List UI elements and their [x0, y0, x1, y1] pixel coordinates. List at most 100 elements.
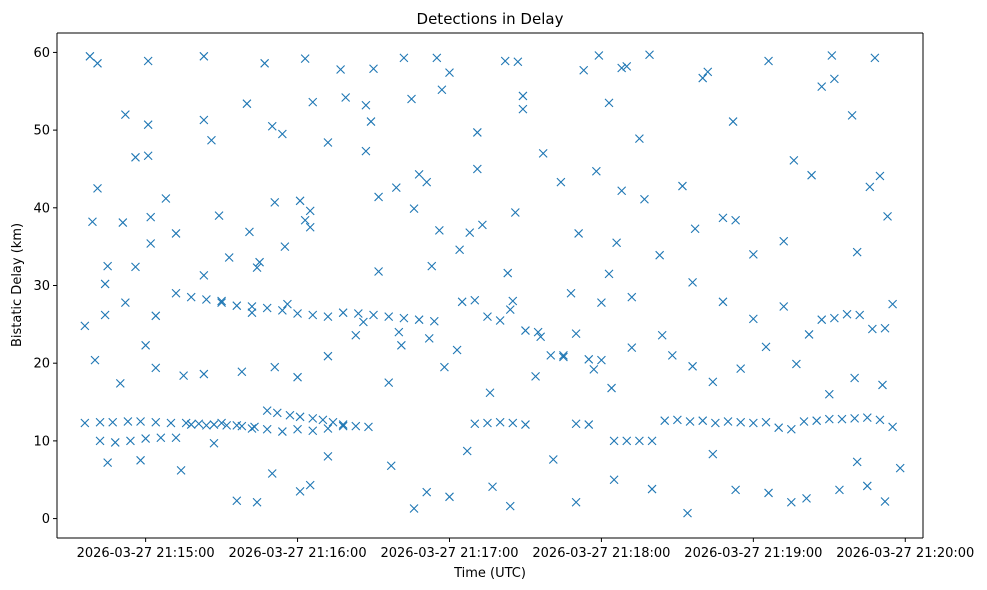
data-point	[688, 361, 697, 371]
data-point	[359, 317, 368, 327]
data-point	[612, 238, 621, 248]
data-point	[341, 93, 351, 102]
data-point	[202, 420, 211, 430]
data-point	[151, 311, 161, 321]
data-point	[779, 302, 789, 311]
data-point	[672, 415, 682, 425]
data-point	[842, 309, 852, 319]
data-point	[131, 262, 140, 272]
data-point	[748, 314, 758, 324]
data-point	[556, 177, 566, 187]
data-point	[505, 501, 515, 511]
data-point	[353, 309, 363, 318]
data-point	[394, 327, 404, 337]
data-point	[518, 104, 528, 114]
data-point	[143, 120, 153, 130]
data-point	[126, 436, 135, 446]
data-point	[260, 58, 270, 68]
data-point	[862, 413, 872, 422]
data-point	[146, 212, 156, 222]
data-point	[566, 288, 576, 298]
scatter-series	[80, 50, 905, 518]
data-point	[761, 342, 771, 352]
data-point	[829, 313, 839, 323]
data-point	[141, 434, 151, 443]
data-point	[384, 312, 394, 321]
data-point	[880, 497, 890, 506]
data-point	[483, 418, 492, 428]
data-point	[531, 372, 540, 381]
data-point	[93, 58, 102, 68]
data-point	[647, 436, 657, 446]
data-point	[422, 177, 432, 187]
data-point	[434, 225, 444, 235]
data-point	[209, 438, 219, 448]
data-point	[521, 420, 530, 429]
data-point	[645, 50, 654, 60]
data-point	[824, 414, 834, 424]
data-point	[422, 487, 432, 497]
data-point	[336, 65, 345, 74]
data-point	[120, 298, 130, 307]
data-point	[508, 418, 518, 428]
data-point	[495, 417, 505, 427]
data-point	[855, 310, 865, 320]
data-point	[478, 220, 487, 230]
data-point	[361, 100, 371, 110]
data-point	[698, 73, 708, 83]
y-tick-label: 60	[33, 46, 50, 61]
data-point	[824, 389, 834, 399]
data-point	[878, 380, 887, 390]
data-point	[272, 408, 282, 418]
data-point	[95, 417, 105, 427]
data-point	[518, 91, 528, 101]
data-point	[323, 312, 333, 321]
data-point	[510, 208, 520, 217]
data-point	[548, 455, 558, 464]
data-point	[865, 182, 875, 192]
data-point	[883, 211, 892, 221]
data-point	[667, 351, 677, 360]
data-point	[295, 412, 305, 422]
data-point	[647, 484, 657, 494]
data-point	[171, 229, 181, 238]
data-point	[308, 97, 318, 107]
data-point	[237, 367, 247, 377]
data-point	[607, 383, 616, 393]
data-point	[252, 497, 262, 507]
data-point	[396, 340, 406, 350]
data-point	[440, 362, 449, 372]
data-point	[88, 217, 97, 227]
data-point	[804, 330, 814, 339]
data-point	[293, 309, 302, 318]
data-point	[85, 51, 95, 61]
data-point	[308, 426, 318, 436]
data-point	[283, 299, 292, 309]
data-point	[293, 372, 302, 382]
x-tick-label: 2026-03-27 21:15:00	[77, 546, 215, 561]
data-point	[786, 497, 796, 507]
data-point	[888, 299, 898, 309]
data-point	[247, 308, 257, 318]
data-point	[579, 65, 589, 75]
data-point	[262, 424, 272, 434]
data-point	[143, 56, 153, 66]
y-tick-label: 0	[42, 512, 50, 527]
data-point	[597, 298, 606, 307]
data-point	[323, 452, 333, 461]
data-point	[862, 481, 872, 491]
data-point	[718, 297, 728, 307]
data-point	[100, 310, 110, 320]
data-point	[308, 310, 318, 320]
data-point	[277, 427, 287, 436]
y-tick-label: 30	[33, 279, 50, 294]
data-point	[199, 51, 209, 61]
data-point	[817, 82, 827, 91]
data-point	[242, 99, 252, 109]
data-point	[708, 449, 718, 459]
data-point	[559, 351, 568, 360]
data-point	[683, 508, 692, 518]
data-point	[103, 458, 113, 468]
data-point	[80, 321, 90, 331]
data-point	[500, 56, 510, 66]
